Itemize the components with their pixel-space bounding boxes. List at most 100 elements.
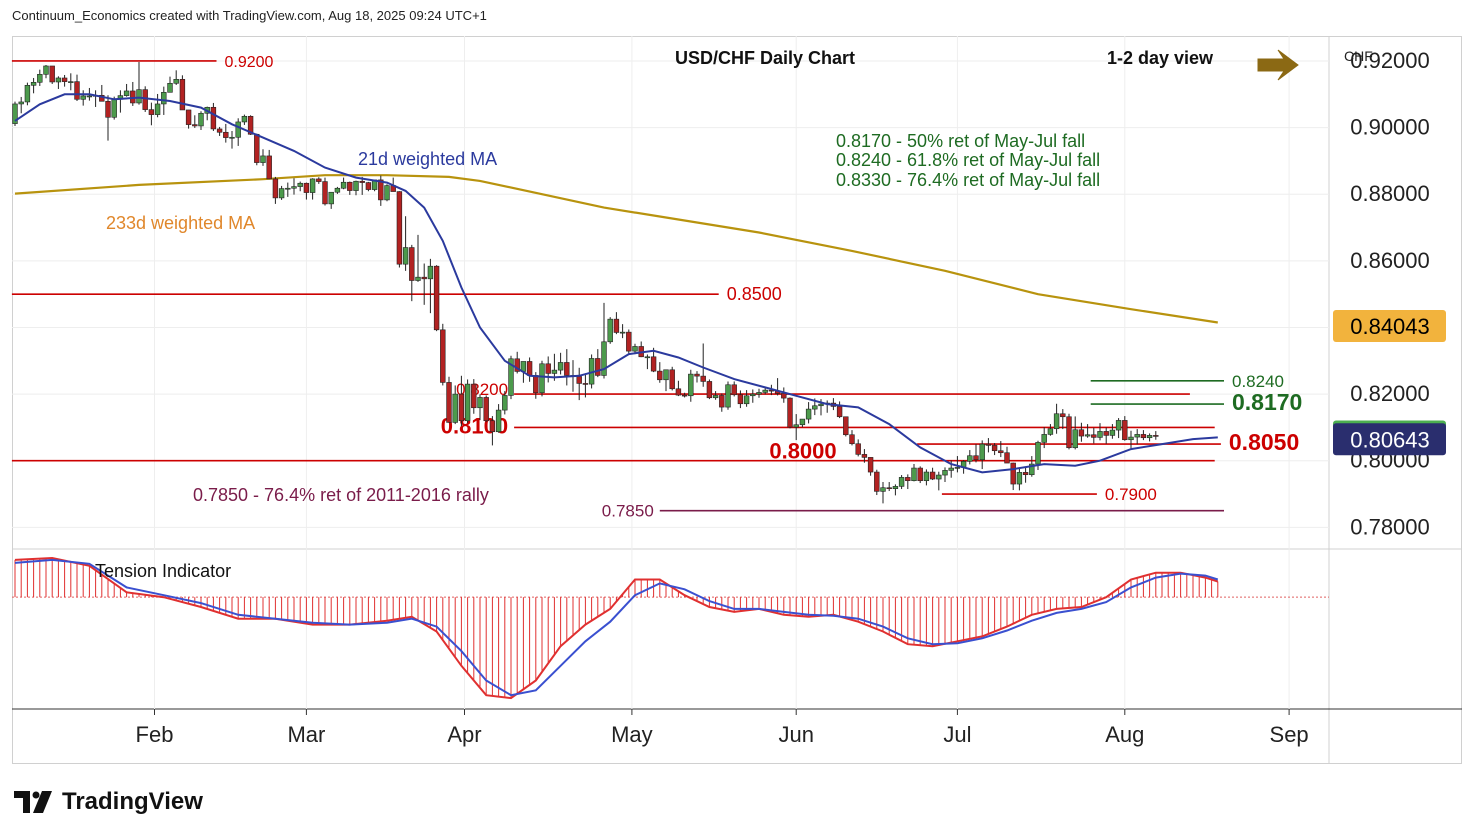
candle [936,471,942,491]
candle-body [905,477,911,482]
candle-body [489,420,496,433]
candle [402,216,409,271]
candle [805,402,812,424]
candle-body [74,81,80,100]
y-tick-label: 0.82000 [1350,381,1430,406]
candle-body [303,182,310,193]
candle-body [1084,434,1091,437]
ma21-line [14,93,1218,474]
candle [954,456,961,473]
candle [607,317,613,344]
candle-body [923,471,930,482]
candle [613,312,620,335]
candle-body [663,369,669,381]
candle-body [911,467,917,482]
candle [1066,413,1072,450]
candle-body [514,358,520,372]
candle [216,126,223,136]
tradingview-logo[interactable]: TradingView [14,788,203,816]
candle [638,341,644,358]
candle [266,149,272,180]
x-tick-label: Feb [136,722,174,747]
candle-body [675,388,682,396]
tradingview-logo-icon [14,791,52,813]
candle-body [464,383,471,422]
candle [774,378,781,396]
candle [148,102,155,126]
candle [278,185,285,200]
candle [229,130,235,149]
annotation-61-8-ret: 0.8240 - 61.8% ret of May-Jul fall [836,150,1100,170]
candle [303,182,310,200]
candle [328,191,334,209]
candle-body [440,329,446,383]
candle [973,444,979,463]
candle [185,109,192,129]
level-label-0-8170: 0.8170 [1232,389,1302,415]
candle [495,404,502,433]
candle [433,265,440,332]
candle [409,244,415,302]
candle [886,482,892,492]
candle [334,186,341,194]
candle [1060,409,1066,430]
candle [117,90,124,113]
candle-body [867,457,874,473]
candle [285,182,291,197]
candle [49,65,55,84]
x-tick-label: Aug [1105,722,1144,747]
candle-body [272,178,279,199]
candle [923,469,930,486]
candle-body [731,384,737,396]
candle [619,324,626,339]
candle [105,95,111,141]
candle-body [886,487,892,490]
candle [675,380,682,397]
candle-body [353,180,359,191]
candle [1140,430,1147,441]
candle [384,184,390,202]
level-label-0-9200: 0.9200 [225,54,274,71]
candle [12,101,18,126]
candle-body [551,369,558,374]
candle [582,373,589,398]
candle-body [979,443,985,461]
annotation-76-4-ret: 0.8330 - 76.4% ret of May-Jul fall [836,170,1100,190]
candle [650,347,657,373]
candle [874,469,880,496]
candle-body [260,155,266,163]
chart-title: USD/CHF Daily Chart [675,48,855,68]
annotation-50-ret: 0.8170 - 50% ret of May-Jul fall [836,131,1085,151]
candle-body [427,265,434,280]
candle-body [136,89,142,104]
candle [272,176,279,204]
ma233-line [14,174,1218,324]
candle-body [998,450,1004,454]
candle [446,376,452,423]
candle-body [576,376,582,384]
candle [1010,462,1016,491]
candle-body [328,191,334,205]
candle-body [508,358,514,396]
candle-body [1109,429,1116,436]
level-label-0-8000: 0.8000 [769,439,836,464]
candle-body [1115,420,1122,431]
candle [1078,422,1085,442]
candle [750,389,756,403]
y-tick-label: 0.78000 [1350,514,1430,539]
x-tick-label: Jul [943,722,971,747]
candle [452,385,458,425]
candle [1053,403,1060,434]
candle [80,90,86,106]
candle-body [322,181,328,205]
ma21-label: 21d weighted MA [358,149,497,169]
candle [867,457,874,476]
candle-body [415,276,421,281]
candle [154,93,161,118]
candle [781,387,787,403]
candle-body [192,124,198,127]
candle-body [1047,428,1054,435]
candle-body [43,65,49,75]
candle-body [185,109,192,125]
